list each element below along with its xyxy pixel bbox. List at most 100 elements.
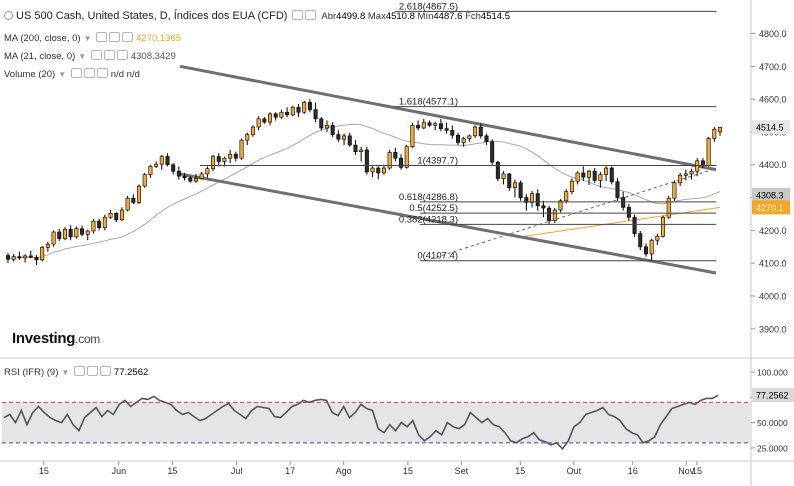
chevron-down-icon[interactable]: ▼	[83, 34, 92, 43]
ma200-value: 4270.1365	[136, 33, 182, 44]
candle-body	[547, 207, 552, 221]
settings-icon[interactable]	[292, 10, 304, 20]
candle-body	[245, 134, 250, 141]
candle-body	[712, 129, 717, 139]
candle-body	[643, 246, 648, 255]
candle-body	[569, 180, 574, 192]
settings-icon[interactable]	[87, 366, 99, 376]
ma200-legend: MA (200, close, 0) ▼ 4270.1365	[4, 32, 181, 45]
candle-body	[490, 141, 495, 163]
close-icon[interactable]	[122, 32, 134, 42]
candle-body	[165, 156, 170, 166]
chevron-down-icon[interactable]: ▼	[78, 52, 87, 61]
candle-body	[473, 126, 478, 137]
candle-body	[666, 197, 671, 218]
candle-body	[598, 174, 603, 181]
candle-body	[142, 174, 147, 187]
chevron-down-icon[interactable]: ▼	[58, 70, 67, 79]
dashed-trend-line	[424, 169, 713, 262]
close-icon[interactable]	[117, 50, 129, 60]
candle-body	[28, 255, 33, 258]
candle-body	[74, 228, 79, 238]
candle-body	[621, 197, 626, 208]
candle-body	[592, 170, 597, 181]
candle-body	[410, 125, 415, 147]
candle-body	[279, 111, 284, 118]
fib-label: 0(4107.4)	[417, 251, 458, 262]
candle-body	[558, 200, 563, 211]
x-tick-label: 15	[515, 466, 525, 476]
candle-body	[649, 239, 654, 255]
ma200-label: MA (200, close, 0)	[4, 33, 81, 44]
y-tick-label: 4600.0	[759, 95, 787, 105]
candle-body	[604, 167, 609, 175]
candle-body	[359, 149, 364, 152]
trend-channel-top	[179, 64, 717, 172]
candle-body	[6, 255, 10, 260]
rsi-legend: RSI (IFR) (9) ▼ 77.2562	[4, 366, 148, 379]
ma21-line	[7, 123, 721, 260]
candle-body	[182, 175, 187, 179]
settings-icon[interactable]	[104, 50, 116, 60]
candle-body	[262, 118, 267, 123]
high-label: Max	[367, 11, 386, 22]
settings-icon[interactable]	[109, 32, 121, 42]
eye-icon[interactable]	[71, 68, 83, 78]
candle-body	[683, 173, 688, 176]
x-tick-label: Set	[455, 466, 469, 476]
candle-body	[11, 256, 16, 260]
candle-body	[376, 167, 381, 174]
candle-body	[552, 209, 557, 221]
candle-body	[233, 153, 238, 159]
candle-body	[119, 209, 124, 221]
candle-body	[433, 123, 438, 126]
candle-body	[131, 197, 136, 203]
candle-body	[17, 256, 22, 259]
rsi-value: 77.2562	[113, 367, 149, 378]
open-value: 4499.8	[336, 11, 366, 22]
candle-body	[427, 122, 432, 126]
eye-icon[interactable]	[74, 366, 86, 376]
close-label: Fch	[465, 11, 481, 22]
candle-body	[199, 173, 204, 179]
volume-value-1: n/d	[110, 69, 125, 80]
eye-icon[interactable]	[91, 50, 103, 60]
fib-label: 1(4397.7)	[417, 155, 458, 166]
y-tick-label: 4800.0	[759, 29, 787, 39]
candle-body	[695, 160, 700, 172]
candle-body	[296, 107, 301, 113]
eye-icon[interactable]	[96, 32, 108, 42]
settings-icon[interactable]	[84, 68, 96, 78]
rsi-badge-text: 77.2562	[756, 391, 789, 401]
trend-channel-bottom	[179, 172, 717, 275]
candle-body	[501, 173, 506, 179]
candle-body	[97, 220, 102, 229]
eye-icon[interactable]	[305, 10, 317, 20]
close-icon[interactable]	[97, 68, 109, 78]
ma21-legend: MA (21, close, 0) ▼ 4308.3429	[4, 50, 176, 63]
volume-label: Volume (20)	[4, 69, 56, 80]
candle-body	[564, 191, 569, 202]
x-tick-label: Nov	[678, 466, 695, 476]
candle-body	[148, 166, 153, 175]
moving-averages	[7, 123, 721, 260]
candle-body	[108, 212, 113, 218]
x-tick-label: 17	[285, 466, 295, 476]
chevron-down-icon[interactable]: ▼	[61, 368, 70, 377]
candle-body	[438, 123, 443, 129]
candle-body	[575, 172, 580, 182]
x-tick-label: Ago	[336, 466, 352, 476]
price-badge	[752, 200, 790, 215]
candle-body	[706, 138, 711, 166]
candle-body	[319, 118, 324, 129]
candle-body	[638, 233, 643, 248]
candle-body	[387, 151, 392, 169]
close-icon[interactable]	[100, 366, 112, 376]
logo-text: Investing	[12, 330, 76, 347]
y-tick-label: 4400.0	[759, 160, 787, 170]
x-tick-label: 15	[167, 466, 177, 476]
candle-body	[68, 229, 73, 238]
rsi-tick-label: 100.000	[757, 368, 788, 378]
